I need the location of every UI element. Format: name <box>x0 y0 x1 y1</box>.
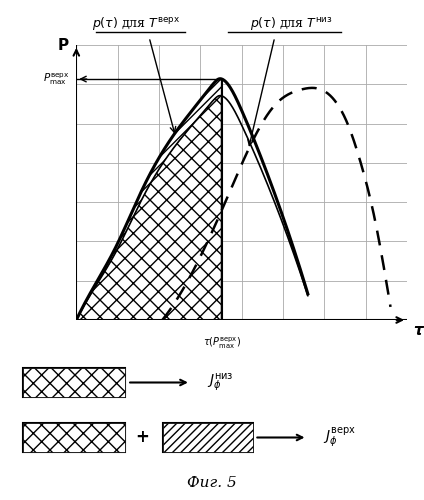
Text: $\tau(P^{\mathsf{верх}}_{\mathsf{max}})$: $\tau(P^{\mathsf{верх}}_{\mathsf{max}})$ <box>203 336 241 351</box>
Text: +: + <box>135 428 149 446</box>
FancyBboxPatch shape <box>163 423 253 452</box>
Text: P: P <box>58 38 69 53</box>
Text: $J^{\mathsf{низ}}_\phi$: $J^{\mathsf{низ}}_\phi$ <box>207 372 233 394</box>
Text: $p(\tau)$ для $T^{\mathsf{низ}}$: $p(\tau)$ для $T^{\mathsf{низ}}$ <box>250 15 333 32</box>
Text: $p(\tau)$ для $T^{\mathsf{верх}}$: $p(\tau)$ для $T^{\mathsf{верх}}$ <box>92 15 180 32</box>
FancyBboxPatch shape <box>23 368 125 397</box>
FancyBboxPatch shape <box>23 423 125 452</box>
Text: τ: τ <box>414 323 424 338</box>
Text: Фиг. 5: Фиг. 5 <box>187 476 237 490</box>
Text: $J^{\mathsf{верх}}_\phi$: $J^{\mathsf{верх}}_\phi$ <box>323 426 356 450</box>
Text: $P^{\mathsf{верх}}_{\mathsf{max}}$: $P^{\mathsf{верх}}_{\mathsf{max}}$ <box>43 72 70 86</box>
